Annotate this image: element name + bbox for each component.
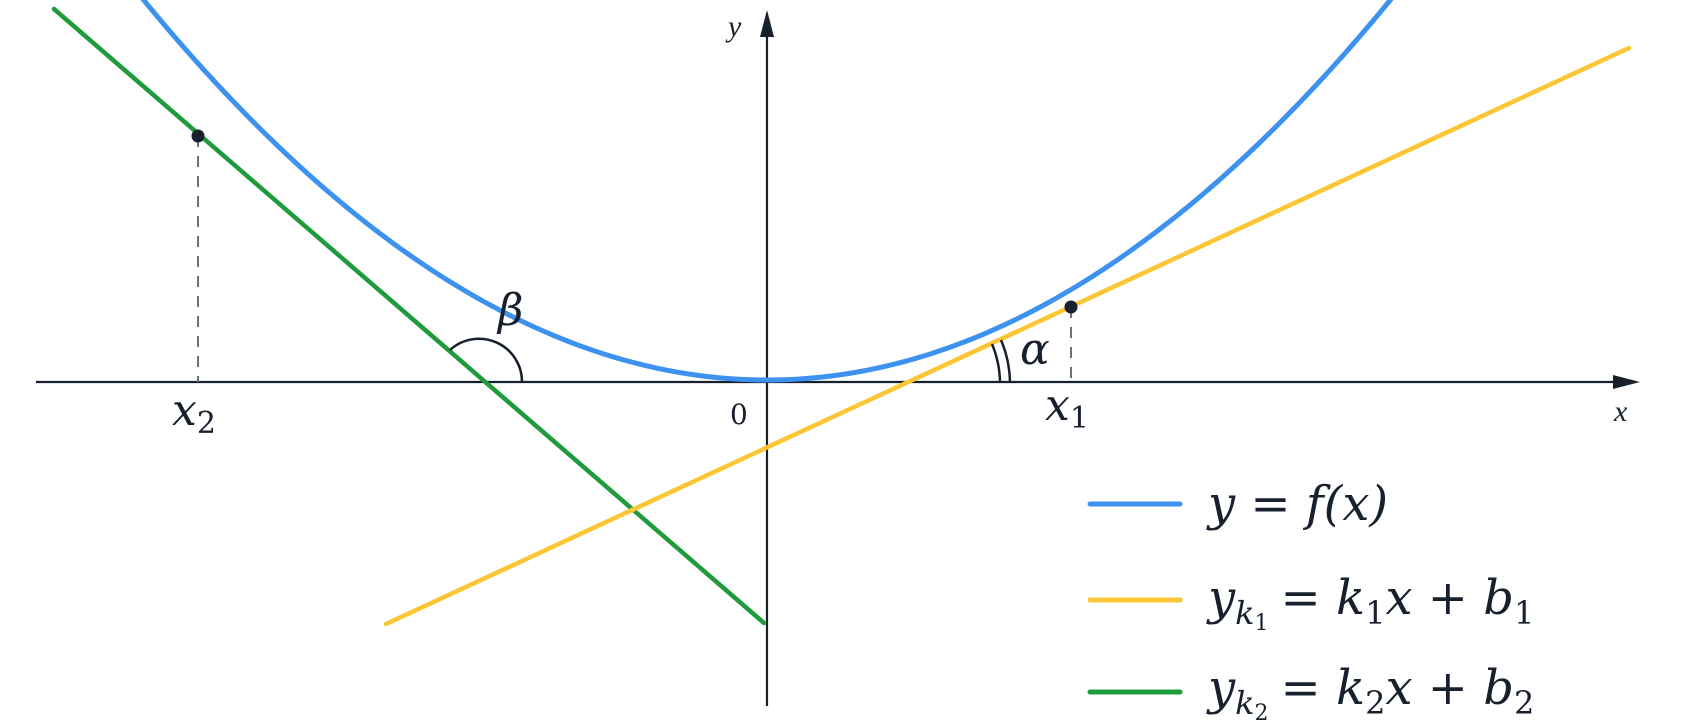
- tangent-point-1: [1064, 300, 1078, 314]
- legend-1-lhs-sub: k: [1235, 594, 1254, 632]
- alpha-label: α: [1020, 324, 1050, 375]
- legend-label-tangent-2: yk2 = k2x + b2: [1206, 660, 1534, 721]
- legend-1-rhs-tail: x + b: [1385, 570, 1514, 626]
- legend-2-rhs-tail-sub: 2: [1514, 684, 1534, 721]
- tangent-line-2: [51, 6, 767, 626]
- alpha-angle-arc-outer: [999, 339, 1012, 383]
- legend-1-lhs-subsub: 1: [1255, 611, 1269, 636]
- tangent-point-2: [191, 129, 205, 143]
- legend-1-lhs-base: y: [1206, 570, 1236, 626]
- legend-label-curve: y = f(x): [1206, 476, 1388, 532]
- legend-2-rhs-tail: x + b: [1385, 660, 1514, 716]
- beta-label: β: [496, 285, 523, 336]
- origin-label: 0: [730, 398, 748, 431]
- alpha-angle-arc-inner: [990, 343, 1002, 383]
- legend: y = f(x) yk1 = k1x + b1 yk2 = k2x + b2: [1087, 476, 1534, 721]
- x-axis-arrow: [1613, 375, 1640, 389]
- x2-label-base: x: [172, 385, 197, 436]
- x1-label-sub: 1: [1070, 401, 1089, 436]
- legend-1-rhs: = k: [1281, 570, 1366, 626]
- legend-2-lhs-sub: k: [1235, 684, 1254, 721]
- tangent-line-1: [383, 45, 1632, 627]
- x2-label: x2: [172, 385, 216, 441]
- y-axis-arrow: [760, 10, 774, 37]
- legend-2-rhs-sub: 2: [1365, 684, 1385, 721]
- x2-label-sub: 2: [197, 406, 216, 441]
- x1-label: x1: [1045, 380, 1089, 436]
- legend-2-lhs-subsub: 2: [1255, 701, 1269, 721]
- legend-2-lhs-base: y: [1206, 660, 1236, 716]
- legend-label-tangent-1: yk1 = k1x + b1: [1206, 570, 1534, 636]
- legend-1-rhs-tail-sub: 1: [1514, 594, 1534, 632]
- function-curve: [140, 0, 1394, 383]
- legend-2-rhs: = k: [1281, 660, 1366, 716]
- x-axis-label: x: [1613, 395, 1628, 428]
- beta-angle-arc: [449, 337, 524, 383]
- y-axis-label: y: [725, 10, 742, 43]
- legend-1-rhs-sub: 1: [1365, 594, 1385, 632]
- x1-label-base: x: [1045, 380, 1070, 431]
